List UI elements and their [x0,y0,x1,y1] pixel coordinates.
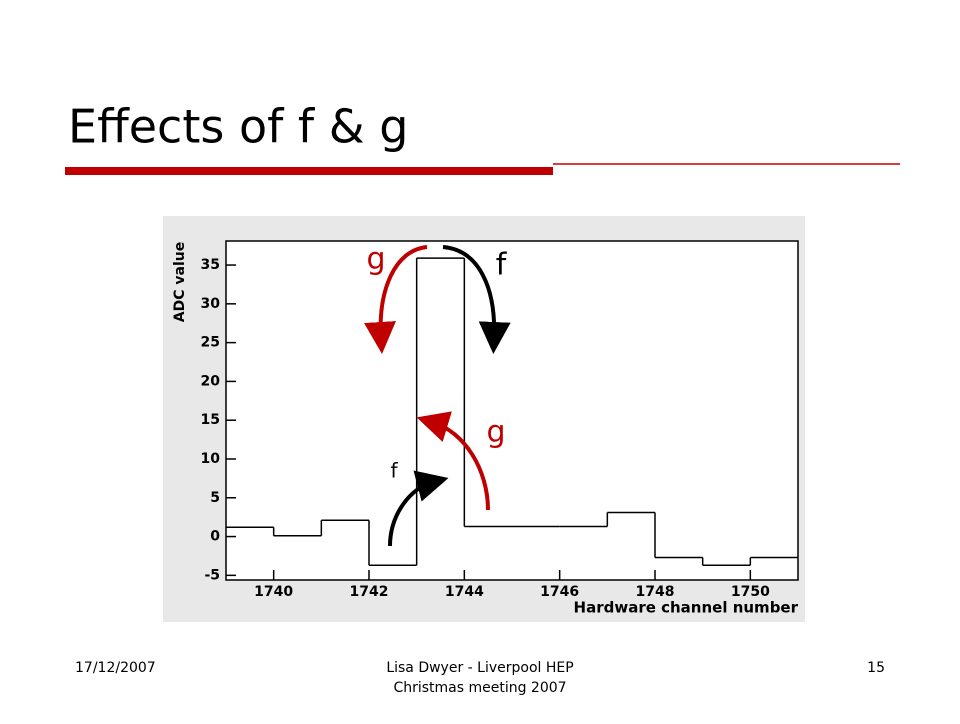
x-tick-label: 1744 [445,584,484,600]
x-tick-label: 1750 [731,584,770,600]
y-tick-label: 5 [210,490,220,506]
y-tick-label: 15 [201,412,220,428]
slide-title: Effects of f & g [68,100,408,154]
x-tick-label: 1740 [254,584,293,600]
y-tick-label: 35 [201,257,220,273]
y-tick-label: 0 [210,529,220,545]
annotation: g [486,415,505,450]
footer-text: Lisa Dwyer - Liverpool HEP [386,660,573,676]
x-tick-label: 1746 [540,584,579,600]
x-tick-label: 1748 [636,584,675,600]
y-tick-label: 25 [201,335,220,351]
y-tick-label: 10 [201,451,221,467]
annotation: f [496,248,508,283]
x-axis-label: Hardware channel number [574,599,799,617]
title-bar [65,167,553,175]
arrow [442,245,511,354]
plot: -5 0 5 10 15 20 25 30 35 1740 1742 1744 1746 1748 1750 [201,257,798,600]
arrow [416,411,490,511]
arrow [388,470,449,547]
footer-date: 17/12/2007 [75,660,156,676]
x-tick-label: 1742 [350,584,389,600]
annotation: f [390,459,398,483]
slide-number: 15 [867,660,885,676]
arrow [364,245,428,354]
y-tick-label: 30 [201,296,221,312]
y-tick-label: 20 [201,373,221,389]
annotation: g [366,242,385,277]
y-tick-label: -5 [204,567,220,583]
footer-text: Christmas meeting 2007 [393,680,566,696]
plot-frame [225,240,799,581]
y-axis-label: ADC value [172,242,188,322]
